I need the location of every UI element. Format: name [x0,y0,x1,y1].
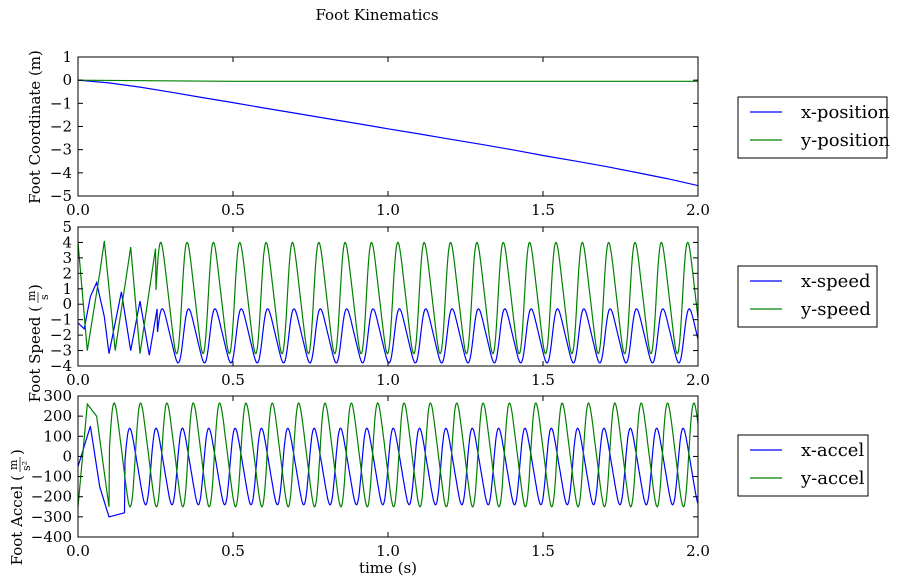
speed-ylabel-text: Foot Speed ( [26,306,44,402]
accel-legend-label-y: y-accel [800,468,865,489]
position-legend-box [737,96,888,159]
speed-ytick-label-1: 4 [62,233,72,251]
speed-legend: x-speed y-speed [737,265,878,328]
position-ytick-label-4: −3 [50,141,72,159]
speed-legend-box [737,265,878,328]
speed-ytick-label-8: −3 [50,342,72,360]
speed-ytick-label-6: −1 [50,311,72,329]
accel-ytick-label-0: 300 [43,387,72,405]
accel-xtick-label-4: 2.0 [686,542,710,560]
accel-ytick-label-1: 200 [43,407,72,425]
position-series-y-position [78,79,698,82]
accel-legend: x-accel y-accel [737,434,869,497]
accel-ytick-label-7: −400 [31,528,72,546]
accel-plot: 0.0 0.5 1.0 1.5 2.0 300 200 100 0 −100 −200 −300 −40… [31,387,710,560]
accel-ylabel-text: Foot Accel ( [8,475,26,565]
accel-ytick-label-3: 0 [62,447,72,465]
accel-legend-label-x: x-accel [801,440,864,461]
accel-ylabel-close: ) [8,449,26,455]
speed-ytick-label-3: 2 [62,264,72,282]
speed-xtick-label-4: 2.0 [686,371,710,389]
position-xtick-label-3: 1.5 [531,201,555,219]
position-ytick-label-6: −5 [50,187,72,205]
accel-ytick-label-6: −300 [31,508,72,526]
position-legend-label-x: x-position [801,102,890,123]
position-panel: 0.0 0.5 1.0 1.5 2.0 1 0 −1 −2 −3 −4 −5 Foot Coordin… [26,48,890,219]
accel-xtick-label-0: 0.0 [66,542,90,560]
figure-title: Foot Kinematics [315,6,438,24]
speed-ylabel-unit-den: s [38,294,51,300]
accel-ylabel-unit-den: s² [20,461,33,471]
speed-ylabel-unit-num: m [25,290,38,301]
speed-series-y-speed [78,240,698,355]
accel-axes-frame [77,395,699,538]
accel-ylabel: Foot Accel ( m s² ) [7,449,33,565]
speed-axes-frame [77,226,699,367]
accel-series-y-accel [78,402,698,508]
speed-series-x-speed [78,280,698,364]
accel-ytick-label-2: 100 [43,427,72,445]
speed-ytick-label-4: 1 [62,280,72,298]
speed-legend-label-y: y-speed [800,299,871,320]
speed-ytick-label-5: 0 [62,295,72,313]
position-xtick-label-1: 0.5 [221,201,245,219]
speed-xtick-label-2: 1.0 [376,371,400,389]
accel-xlabel: time (s) [359,559,417,577]
accel-ytick-label-5: −200 [31,488,72,506]
position-plot: 0.0 0.5 1.0 1.5 2.0 1 0 −1 −2 −3 −4 −5 [50,48,710,219]
accel-panel: 0.0 0.5 1.0 1.5 2.0 300 200 100 0 −100 −200 −300 −40… [7,387,869,577]
speed-legend-label-x: x-speed [801,271,871,292]
position-ylabel: Foot Coordinate (m) [26,50,44,204]
position-ytick-label-5: −4 [50,164,72,182]
speed-ytick-label-7: −2 [50,326,72,344]
speed-ytick-label-0: 5 [62,218,72,236]
position-xtick-label-4: 2.0 [686,201,710,219]
accel-ytick-label-4: −100 [31,468,72,486]
speed-xtick-label-0: 0.0 [66,371,90,389]
accel-xtick-label-3: 1.5 [531,542,555,560]
speed-ylabel: Foot Speed ( m s ) [25,284,51,402]
position-legend: x-position y-position [737,96,890,159]
position-ytick-label-3: −2 [50,118,72,136]
speed-xtick-label-1: 0.5 [221,371,245,389]
position-ytick-label-0: 1 [62,48,72,66]
accel-series-x-accel [78,426,698,518]
speed-xtick-label-3: 1.5 [531,371,555,389]
position-axes-frame [77,56,699,197]
speed-ytick-label-9: −4 [50,357,72,375]
accel-ylabel-unit-num: m [7,459,20,470]
accel-legend-box [737,434,869,497]
position-legend-label-y: y-position [800,130,890,151]
speed-ytick-label-2: 3 [62,249,72,267]
accel-xtick-label-1: 0.5 [221,542,245,560]
speed-ylabel-close: ) [26,284,44,290]
position-xtick-label-0: 0.0 [66,201,90,219]
position-series-x-position [78,79,698,187]
position-ytick-label-1: 0 [62,71,72,89]
accel-xtick-label-2: 1.0 [376,542,400,560]
position-ytick-label-2: −1 [50,94,72,112]
position-xtick-label-2: 1.0 [376,201,400,219]
